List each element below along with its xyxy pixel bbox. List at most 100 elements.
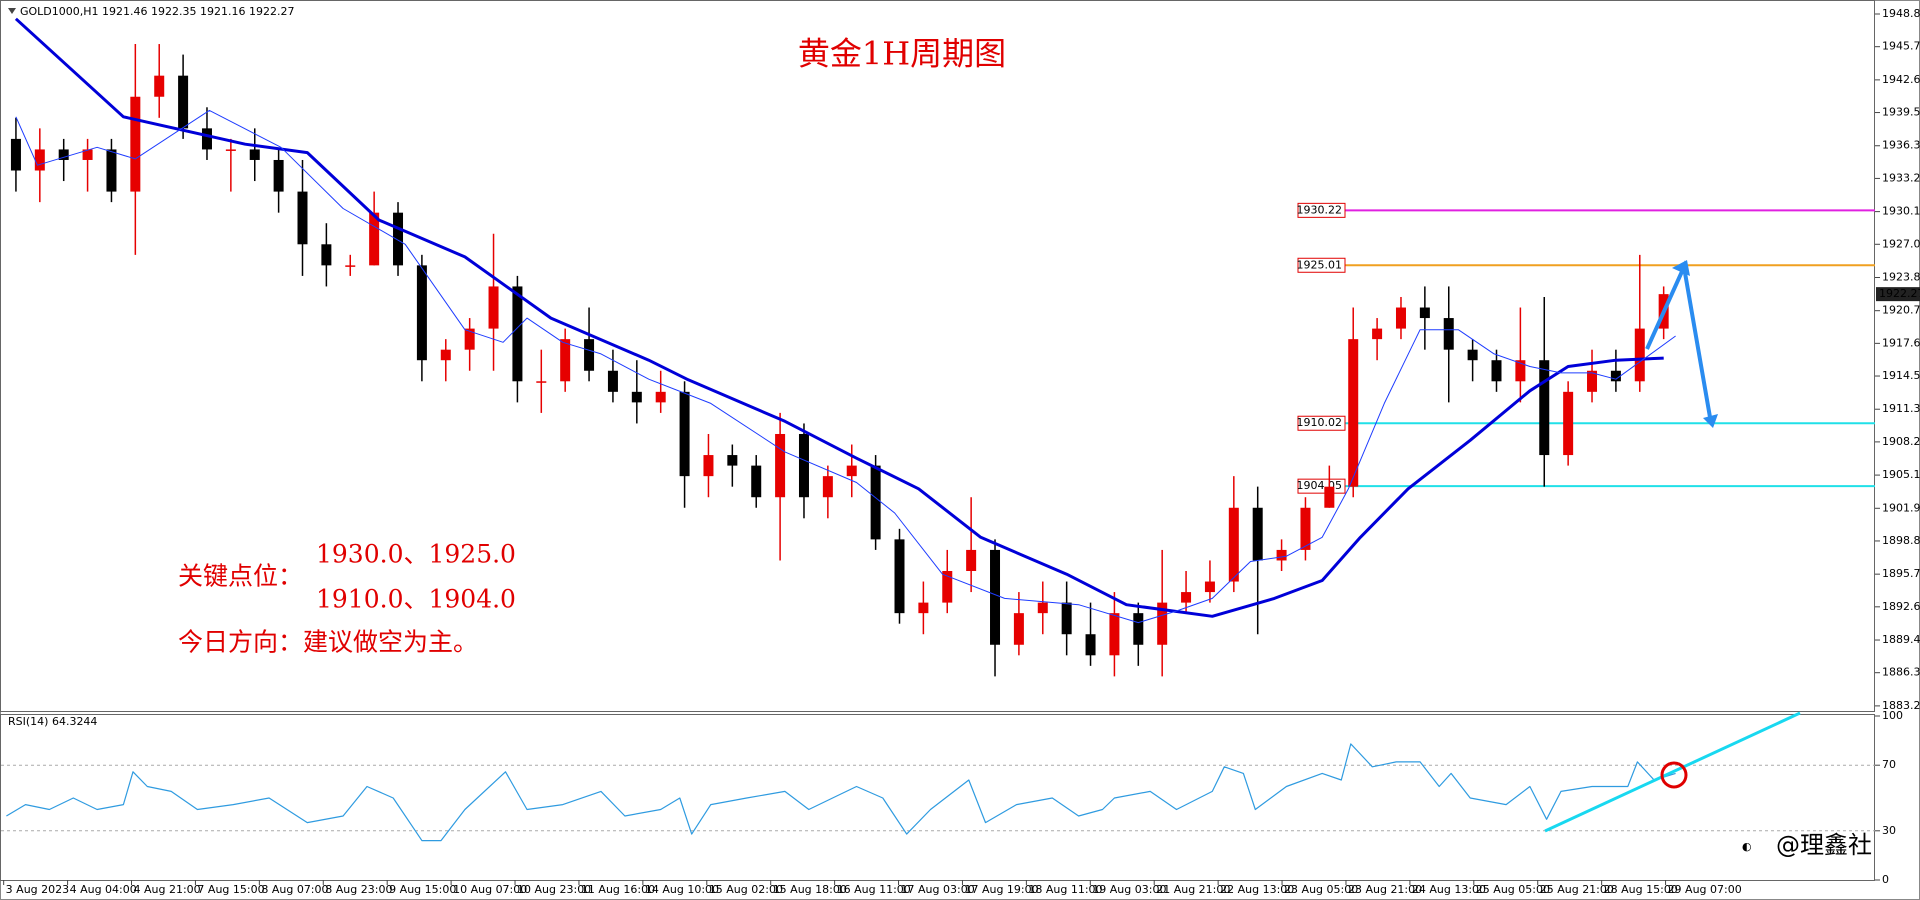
x-tick-label: 17 Aug 03:00 bbox=[901, 883, 975, 896]
y-tick-label: 1901.95 bbox=[1882, 501, 1920, 514]
candle-body bbox=[297, 191, 308, 245]
candle-body bbox=[679, 391, 690, 477]
candle-body bbox=[607, 370, 618, 392]
candle-body bbox=[1324, 486, 1335, 508]
candle-body bbox=[1157, 602, 1168, 645]
candle-body bbox=[34, 149, 45, 171]
candle-body bbox=[345, 265, 356, 267]
candle-body bbox=[10, 138, 21, 171]
candle-body bbox=[631, 391, 642, 403]
annotation: 关键点位： bbox=[178, 562, 303, 591]
forecast-arrow bbox=[1645, 260, 1718, 428]
arrow-head bbox=[1672, 260, 1690, 276]
candle-body bbox=[1133, 613, 1144, 645]
candle-body bbox=[1587, 370, 1598, 392]
x-tick-label: 4 Aug 21:00 bbox=[134, 883, 201, 896]
candle-body bbox=[1204, 581, 1215, 593]
candle-body bbox=[1037, 602, 1048, 614]
y-tick-label: 0 bbox=[1882, 873, 1889, 886]
plot-layer: 1948.85 1945.75 1942.60 1939.50 1936.35 1933.… bbox=[1, 7, 1920, 896]
y-tick-label: 1920.70 bbox=[1882, 304, 1920, 317]
rsi-label: RSI(14) 64.3244 bbox=[8, 715, 97, 728]
y-tick-label: 1945.75 bbox=[1882, 40, 1920, 53]
candle-body bbox=[918, 602, 929, 614]
candle-body bbox=[1419, 307, 1430, 319]
chart-title: 黄金1H周期图 bbox=[798, 35, 1006, 73]
x-tick-label: 4 Aug 04:00 bbox=[70, 883, 137, 896]
y-tick-label: 1911.35 bbox=[1882, 402, 1920, 415]
x-tick-label: 28 Aug 15:00 bbox=[1604, 883, 1678, 896]
annotation: 1910.0、1904.0 bbox=[316, 585, 516, 614]
candle-body bbox=[1563, 391, 1574, 456]
y-tick-label: 1948.85 bbox=[1882, 7, 1920, 20]
candle-body bbox=[990, 549, 1001, 645]
y-tick-label: 1942.60 bbox=[1882, 73, 1920, 86]
x-tick-label: 14 Aug 10:00 bbox=[645, 883, 719, 896]
watermark: @理鑫社 bbox=[1776, 831, 1872, 859]
y-tick-label: 1939.50 bbox=[1882, 106, 1920, 119]
x-tick-label: 17 Aug 19:00 bbox=[964, 883, 1038, 896]
level-label: 1930.22 bbox=[1297, 203, 1343, 216]
x-tick-label: 18 Aug 11:00 bbox=[1028, 883, 1102, 896]
candle-body bbox=[751, 465, 762, 498]
candle-body bbox=[1109, 613, 1120, 656]
candle-body bbox=[1467, 349, 1478, 361]
candle-body bbox=[1013, 613, 1024, 645]
candle-body bbox=[846, 465, 857, 477]
candle-body bbox=[942, 570, 953, 603]
candle-body bbox=[464, 328, 475, 350]
candle-body bbox=[775, 433, 786, 498]
y-tick-label: 30 bbox=[1882, 824, 1896, 837]
candle-body bbox=[130, 96, 141, 192]
level-label: 1904.05 bbox=[1297, 479, 1343, 492]
candle-body bbox=[82, 149, 93, 160]
candle-body bbox=[1443, 318, 1454, 350]
level-label: 1910.02 bbox=[1297, 416, 1343, 429]
candle-body bbox=[178, 75, 189, 129]
candle-body bbox=[894, 539, 905, 614]
price-tag-label: 1922.27 bbox=[1879, 287, 1920, 300]
x-tick-label: 3 Aug 2023 bbox=[6, 883, 69, 896]
candle-body bbox=[1634, 328, 1645, 382]
candle-body bbox=[58, 149, 69, 160]
candle-body bbox=[655, 391, 666, 403]
x-tick-label: 7 Aug 15:00 bbox=[197, 883, 264, 896]
x-tick-label: 23 Aug 05:00 bbox=[1284, 883, 1358, 896]
chart-header: GOLD1000,H1 1921.46 1922.35 1921.16 1922… bbox=[20, 5, 294, 18]
x-tick-label: 29 Aug 07:00 bbox=[1668, 883, 1742, 896]
y-tick-label: 1895.70 bbox=[1882, 567, 1920, 580]
y-tick-label: 1886.35 bbox=[1882, 666, 1920, 679]
candle-body bbox=[703, 455, 714, 477]
level-label-box bbox=[1297, 257, 1346, 273]
x-tick-label: 10 Aug 07:00 bbox=[453, 883, 527, 896]
x-tick-label: 15 Aug 18:00 bbox=[773, 883, 847, 896]
annotation: 1930.0、1925.0 bbox=[316, 540, 516, 569]
candle-body bbox=[584, 339, 595, 371]
level-label-box bbox=[1297, 415, 1346, 431]
candle-body bbox=[1181, 592, 1192, 603]
candle-body bbox=[154, 75, 165, 97]
price-tag bbox=[1876, 287, 1920, 302]
candle-body bbox=[1348, 339, 1359, 487]
level-label-box bbox=[1297, 202, 1346, 218]
y-tick-label: 1889.45 bbox=[1882, 633, 1920, 646]
x-tick-label: 11 Aug 16:00 bbox=[581, 883, 655, 896]
x-tick-label: 8 Aug 07:00 bbox=[261, 883, 328, 896]
candle-body bbox=[1300, 507, 1311, 550]
candle-body bbox=[1515, 360, 1526, 382]
candle-body bbox=[870, 465, 881, 540]
x-tick-label: 25 Aug 05:00 bbox=[1476, 883, 1550, 896]
y-tick-label: 1898.85 bbox=[1882, 534, 1920, 547]
candle-body bbox=[727, 455, 738, 466]
candle-body bbox=[1085, 634, 1096, 656]
main-panel bbox=[0, 0, 1875, 712]
candle-body bbox=[1539, 360, 1550, 456]
menu-icon bbox=[8, 8, 16, 14]
moving-average bbox=[15, 109, 1676, 624]
y-tick-label: 1892.60 bbox=[1882, 600, 1920, 613]
y-tick-label: 100 bbox=[1882, 709, 1903, 722]
candle-body bbox=[966, 549, 977, 571]
moving-average bbox=[14, 17, 1664, 618]
